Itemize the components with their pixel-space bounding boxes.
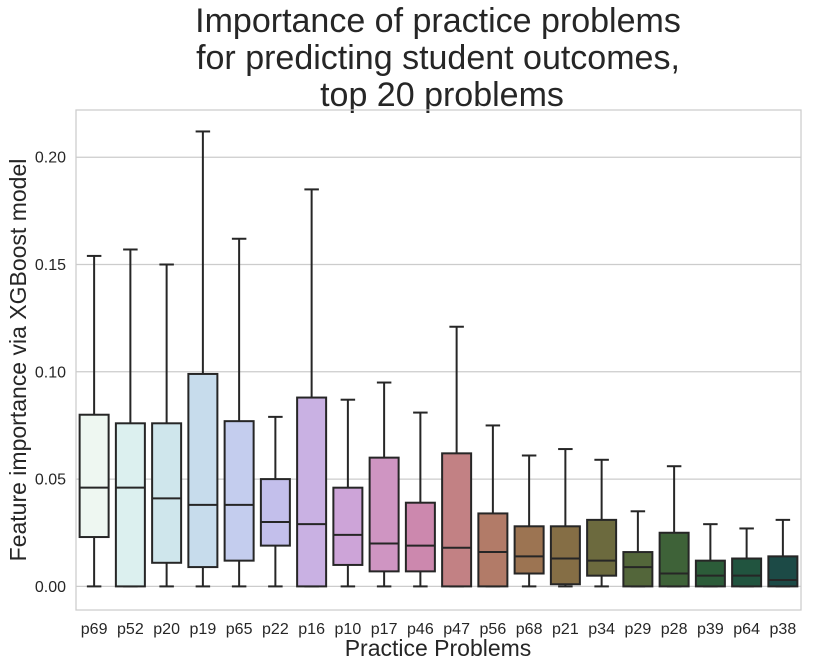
box-p68 — [513, 454, 545, 588]
box-body — [187, 372, 219, 569]
x-tick-label: p22 — [262, 621, 289, 638]
box-body — [658, 531, 690, 588]
box-p28 — [658, 465, 690, 588]
box-body — [368, 456, 400, 573]
x-tick-label: p46 — [407, 621, 434, 638]
x-tick-label: p16 — [298, 621, 325, 638]
y-tick-labels: 0.00 0.05 0.10 0.15 0.20 — [35, 150, 66, 596]
box-body — [78, 413, 110, 539]
box-body — [549, 525, 581, 586]
x-tick-label: p17 — [371, 621, 398, 638]
box-p10 — [332, 398, 364, 588]
box-body — [622, 551, 654, 588]
y-tick-label: 0.20 — [35, 150, 66, 167]
x-tick-label: p19 — [190, 621, 217, 638]
x-tick-label: p28 — [661, 621, 688, 638]
box-body — [259, 478, 291, 547]
box-body — [223, 420, 255, 562]
chart-title-line-1: Importance of practice problems — [195, 2, 681, 40]
box-p20 — [151, 263, 183, 588]
box-p65 — [223, 237, 255, 588]
x-tick-label: p52 — [117, 621, 144, 638]
box-body — [586, 518, 618, 577]
y-gridlines — [76, 156, 801, 588]
box-p69 — [78, 254, 110, 588]
box-body — [694, 559, 726, 588]
x-tick-label: p47 — [443, 621, 470, 638]
box-body — [404, 501, 436, 573]
box-p46 — [404, 411, 436, 588]
x-tick-label: p10 — [335, 621, 362, 638]
chart-title-line-2: for predicting student outcomes, — [196, 39, 680, 77]
boxes-layer — [78, 130, 799, 588]
box-p16 — [296, 188, 328, 588]
box-p56 — [477, 424, 509, 588]
plot-frame — [75, 109, 802, 611]
x-axis-label: Practice Problems — [345, 635, 532, 661]
y-tick-label: 0.15 — [35, 257, 66, 274]
x-tick-label: p20 — [153, 621, 180, 638]
box-p34 — [586, 458, 618, 588]
box-p29 — [622, 510, 654, 588]
box-p19 — [187, 130, 219, 588]
box-p52 — [114, 248, 146, 588]
box-body — [441, 452, 473, 588]
x-tick-label: p34 — [588, 621, 615, 638]
box-p17 — [368, 381, 400, 588]
box-body — [114, 422, 146, 588]
chart-title-line-3: top 20 problems — [320, 76, 564, 114]
y-tick-label: 0.10 — [35, 364, 66, 381]
box-p47 — [441, 325, 473, 588]
box-body — [477, 512, 509, 588]
box-body — [767, 555, 799, 588]
y-axis-label: Feature importance via XGBoost model — [5, 159, 31, 562]
box-p22 — [259, 415, 291, 588]
y-tick-label: 0.00 — [35, 579, 66, 596]
x-tick-label: p69 — [81, 621, 108, 638]
chart-title: Importance of practice problems for pred… — [195, 2, 681, 114]
box-body — [513, 525, 545, 575]
box-body — [151, 422, 183, 564]
box-p21 — [549, 448, 581, 588]
x-tick-label: p64 — [733, 621, 760, 638]
x-tick-labels: p69 p52 p20 p19 p65 p22 p16 p10 p17 p46 p47 p56 p68 p… — [81, 621, 797, 638]
box-p39 — [694, 523, 726, 588]
x-tick-label: p56 — [480, 621, 507, 638]
box-body — [332, 486, 364, 566]
box-p38 — [767, 518, 799, 588]
box-p64 — [731, 527, 763, 588]
box-body — [731, 557, 763, 588]
x-tick-label: p65 — [226, 621, 253, 638]
box-body — [296, 396, 328, 588]
y-tick-label: 0.05 — [35, 472, 66, 489]
x-tick-label: p21 — [552, 621, 579, 638]
x-tick-label: p38 — [770, 621, 797, 638]
x-tick-label: p39 — [697, 621, 724, 638]
x-tick-label: p68 — [516, 621, 543, 638]
x-tick-label: p29 — [625, 621, 652, 638]
